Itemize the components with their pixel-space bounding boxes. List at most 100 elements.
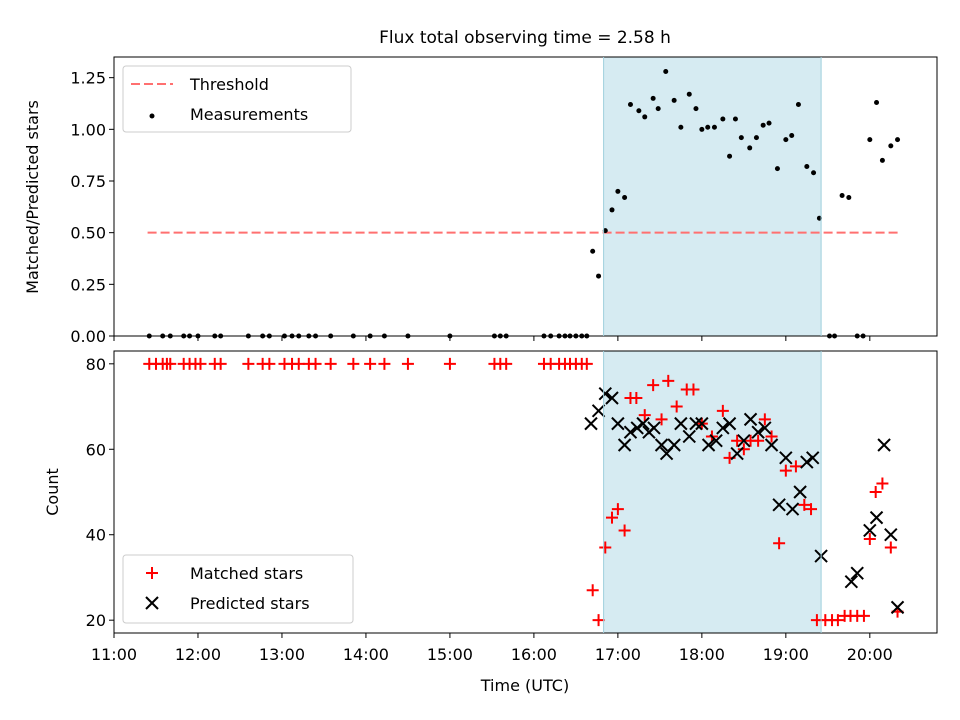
measurement-point: [846, 195, 852, 201]
predicted-star-point: [772, 498, 786, 512]
measurement-point: [839, 192, 845, 198]
matched-star-point: [758, 413, 771, 426]
predicted-star-point: [884, 528, 898, 542]
predicted-star-point: [591, 404, 606, 418]
x-tick-label: 11:00: [91, 645, 137, 664]
measurement-point: [650, 95, 656, 101]
matched-star-point: [789, 460, 802, 473]
matched-star-point: [831, 614, 844, 627]
count-y-ticks: 20 40 60 80: [86, 355, 114, 630]
measurement-point: [671, 97, 677, 103]
y-tick-label: 0.50: [70, 224, 106, 243]
matched-star-point: [364, 357, 377, 370]
predicted-star-point: [890, 600, 905, 615]
matched-star-point: [263, 357, 276, 370]
y-tick-label: 40: [86, 526, 106, 545]
x-tick-label: 14:00: [343, 645, 389, 664]
measurement-point: [663, 68, 669, 74]
count-y-label: Count: [43, 468, 62, 516]
measurement-point: [795, 102, 801, 108]
predicted-stars-points: [584, 387, 905, 615]
predicted-star-point: [630, 421, 644, 435]
matched-star-point: [292, 357, 305, 370]
matched-star-point: [765, 430, 778, 443]
measurement-point: [760, 122, 766, 128]
matched-star-point: [401, 357, 414, 370]
measurement-point: [699, 126, 705, 132]
legend-threshold-label: Threshold: [189, 75, 269, 94]
predicted-star-point: [863, 523, 877, 538]
matched-star-point: [869, 486, 882, 498]
predicted-star-point: [793, 485, 807, 499]
legend-measurements-label: Measurements: [190, 105, 308, 124]
matched-star-point: [647, 379, 660, 392]
figure-title: Flux total observing time = 2.58 h: [379, 28, 671, 48]
measurement-point: [627, 102, 633, 108]
predicted-star-point: [611, 416, 625, 431]
matched-star-point: [716, 404, 729, 417]
predicted-star-point: [682, 429, 696, 444]
x-tick-label: 12:00: [175, 645, 221, 664]
measurement-point: [590, 248, 596, 254]
measurement-point: [774, 166, 780, 172]
predicted-star-point: [617, 438, 632, 452]
x-tick-label: 16:00: [511, 645, 557, 664]
matched-star-point: [884, 541, 897, 554]
predicted-star-point: [737, 434, 751, 448]
matched-star-point: [737, 443, 750, 456]
matched-star-point: [242, 357, 255, 370]
x-tick-label: 15:00: [427, 645, 473, 664]
matched-star-point: [443, 357, 456, 370]
matched-star-point: [378, 357, 391, 370]
predicted-star-point: [779, 451, 793, 465]
measurement-point: [867, 137, 873, 143]
ratio-legend-box: [122, 65, 352, 133]
legend-predicted-swatch: [145, 596, 159, 610]
predicted-star-point: [764, 438, 779, 452]
measurement-point: [747, 145, 753, 151]
matched-star-point: [655, 413, 668, 426]
y-tick-label: 1.00: [70, 120, 106, 139]
x-tick-label: 13:00: [259, 645, 305, 664]
predicted-star-point: [800, 455, 814, 469]
measurement-point: [804, 164, 810, 170]
legend-measurements-swatch: [149, 113, 155, 119]
matched-star-point: [611, 503, 624, 516]
measurement-point: [642, 114, 648, 120]
matched-star-point: [687, 383, 700, 396]
measurement-point: [811, 170, 817, 176]
measurement-point: [727, 153, 733, 159]
x-tick-label: 18:00: [679, 645, 725, 664]
ratio-panel: 0.00 0.25 0.50 0.75 1.00 1.25 Matched/Predict…: [23, 56, 938, 346]
matched-star-point: [500, 357, 513, 370]
measurement-point: [753, 135, 759, 141]
y-tick-label: 1.25: [70, 69, 106, 88]
measurement-point: [766, 120, 772, 126]
predicted-star-point: [844, 575, 859, 589]
count-legend: Matched stars Predicted stars: [122, 554, 354, 624]
matched-star-point: [324, 357, 337, 370]
ratio-axes-frame: [113, 56, 938, 337]
matched-star-point: [586, 584, 599, 597]
measurement-point: [678, 124, 684, 130]
y-tick-label: 60: [86, 440, 106, 459]
matched-star-point: [347, 357, 360, 370]
predicted-star-point: [623, 425, 638, 439]
count-x-ticks: 11:00 12:00 13:00 14:00 15:00 16:00 17:00 18:00…: [91, 633, 893, 664]
predicted-star-point: [584, 416, 598, 431]
matched-star-point: [214, 357, 227, 370]
matched-star-point: [798, 498, 811, 511]
highlight-span-top: [603, 57, 822, 336]
predicted-star-point: [695, 416, 709, 431]
predicted-star-point: [654, 438, 669, 452]
legend-matched-swatch: [146, 567, 158, 579]
matched-star-point: [194, 357, 207, 370]
matched-star-point: [618, 524, 631, 537]
measurement-point: [596, 273, 602, 279]
predicted-star-point: [701, 438, 716, 452]
count-axes-frame: [113, 350, 938, 634]
x-tick-label: 20:00: [847, 645, 893, 664]
predicted-star-point: [636, 416, 650, 431]
y-tick-label: 80: [86, 355, 106, 374]
